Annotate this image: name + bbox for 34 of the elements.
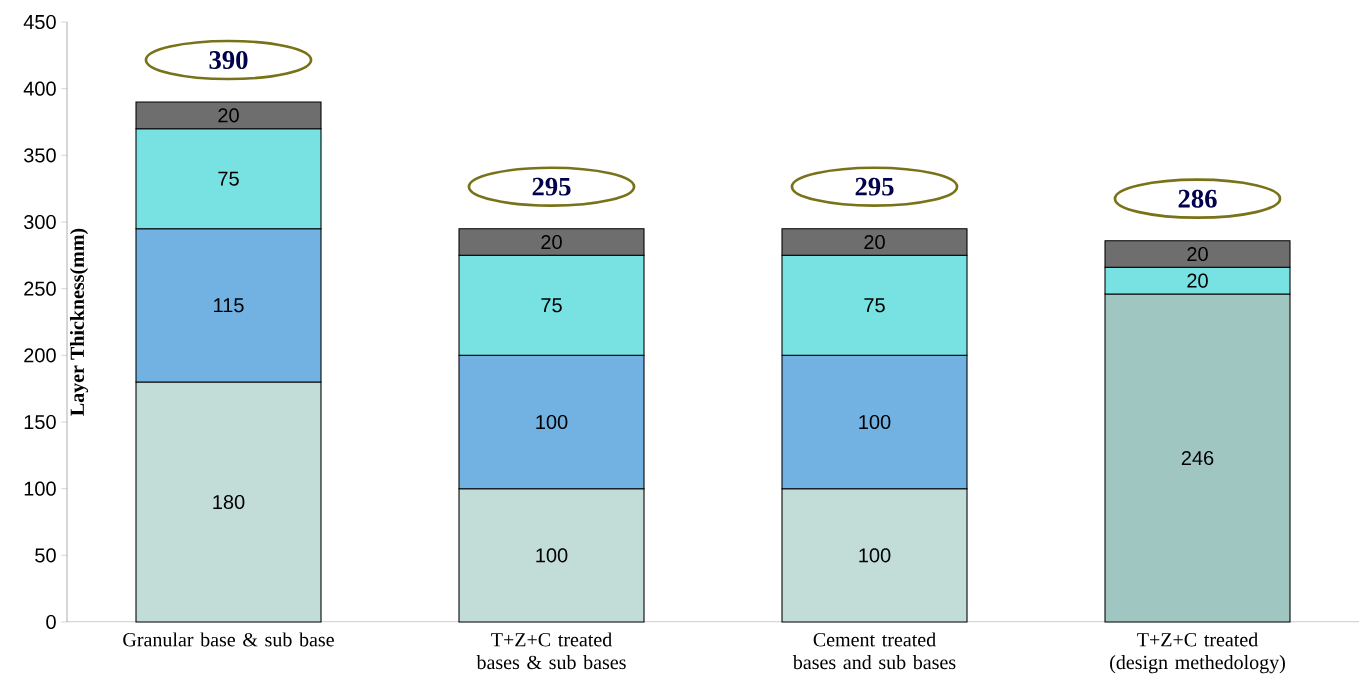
data-label: 246 xyxy=(1181,450,1214,466)
y-tick-label: 350 xyxy=(23,148,56,163)
x-tick-label: T+Z+C treated (design methedology) xyxy=(1110,632,1285,674)
data-label: 100 xyxy=(859,548,891,563)
y-axis-title: Layer Thickness(mm) xyxy=(69,228,89,416)
total-label: 295 xyxy=(532,177,571,196)
y-tick-label: 250 xyxy=(24,281,56,296)
total-label: 286 xyxy=(1178,189,1217,208)
data-label: 100 xyxy=(536,414,568,430)
data-label: 20 xyxy=(1187,273,1208,288)
data-label: 115 xyxy=(214,298,244,313)
data-label: 100 xyxy=(859,414,891,430)
y-tick-label: 300 xyxy=(23,214,56,230)
y-tick-label: 0 xyxy=(46,614,56,630)
x-tick-label: Cement treated bases and sub bases xyxy=(792,632,956,670)
data-label: 180 xyxy=(213,494,245,510)
data-label: 75 xyxy=(218,171,239,186)
data-label: 20 xyxy=(541,234,562,250)
data-label: 20 xyxy=(1187,246,1208,262)
total-label: 390 xyxy=(209,51,248,69)
y-tick-label: 50 xyxy=(35,548,56,563)
y-tick-label: 100 xyxy=(24,481,56,496)
data-label: 100 xyxy=(536,548,568,563)
data-label: 20 xyxy=(218,108,239,123)
total-label: 295 xyxy=(855,177,894,196)
y-tick-label: 150 xyxy=(24,414,56,430)
x-tick-label: T+Z+C treated bases & sub bases xyxy=(476,632,626,670)
data-label: 20 xyxy=(864,234,885,250)
x-tick-label: Granular base & sub base xyxy=(123,632,334,647)
y-tick-label: 400 xyxy=(23,81,56,96)
data-label: 75 xyxy=(541,298,562,313)
y-tick-label: 200 xyxy=(24,348,56,363)
y-tick-label: 450 xyxy=(23,14,56,30)
data-label: 75 xyxy=(864,298,885,313)
